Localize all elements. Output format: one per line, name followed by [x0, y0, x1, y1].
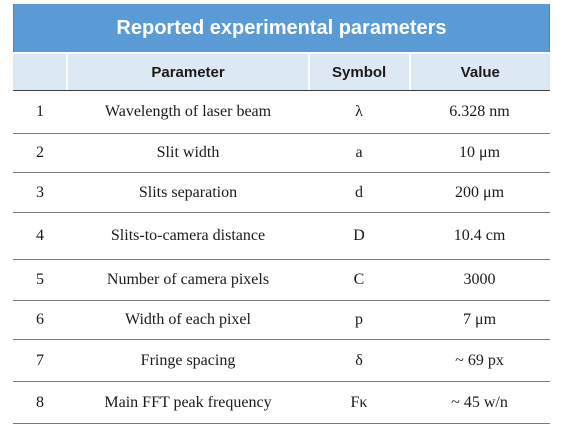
header-value: Value [408, 54, 550, 90]
row-value: 10 μm [458, 144, 501, 161]
table-row: 5 Number of camera pixels C 3000 [13, 260, 550, 301]
row-symbol: Fκ [350, 393, 368, 411]
row-parameter: Slit width [156, 144, 220, 161]
row-symbol: λ [355, 103, 363, 120]
row-number: 2 [36, 144, 44, 161]
row-number: 4 [36, 227, 44, 244]
row-symbol: p [355, 311, 363, 328]
row-symbol: D [353, 227, 365, 244]
row-value: 10.4 cm [453, 227, 506, 244]
row-number: 5 [36, 271, 44, 288]
row-parameter: Slits-to-camera distance [110, 227, 266, 244]
row-number: 1 [36, 103, 44, 120]
table-row: 6 Width of each pixel p 7 μm [13, 301, 550, 340]
row-number: 3 [36, 183, 44, 201]
row-value: 6.328 nm [449, 103, 510, 120]
row-value: 3000 [463, 271, 496, 288]
row-parameter: Number of camera pixels [106, 271, 270, 288]
row-parameter: Fringe spacing [140, 351, 236, 369]
row-number: 7 [36, 351, 44, 369]
row-number: 6 [36, 311, 44, 328]
row-symbol: d [355, 183, 363, 201]
row-parameter: Wavelength of laser beam [104, 103, 272, 120]
header-parameter: Parameter [66, 54, 307, 90]
header-number [13, 54, 66, 90]
row-parameter: Slits separation [138, 183, 238, 201]
row-symbol: δ [355, 351, 363, 369]
table-row: 4 Slits-to-camera distance D 10.4 cm [13, 213, 550, 260]
row-value: 200 μm [454, 183, 505, 201]
table-row: 2 Slit width a 10 μm [13, 134, 550, 173]
row-number: 8 [36, 393, 44, 411]
header-symbol: Symbol [307, 54, 409, 90]
table-title: Reported experimental parameters [13, 4, 550, 52]
parameters-table: Reported experimental parameters Paramet… [13, 4, 550, 424]
table-header-row: Parameter Symbol Value [13, 52, 550, 91]
row-value: ~ 69 px [455, 351, 504, 369]
table-row: 3 Slits separation d 200 μm [13, 173, 550, 213]
row-value: 7 μm [462, 311, 497, 328]
table-row: 1 Wavelength of laser beam λ 6.328 nm [13, 91, 550, 134]
table-row: 7 Fringe spacing δ ~ 69 px [13, 340, 550, 382]
row-parameter: Main FFT peak frequency [104, 393, 272, 411]
row-value: ~ 45 w/n [451, 393, 508, 411]
table-row: 8 Main FFT peak frequency Fκ ~ 45 w/n [13, 382, 550, 424]
row-parameter: Width of each pixel [125, 311, 251, 328]
row-symbol: a [355, 144, 363, 161]
row-symbol: C [353, 271, 365, 288]
